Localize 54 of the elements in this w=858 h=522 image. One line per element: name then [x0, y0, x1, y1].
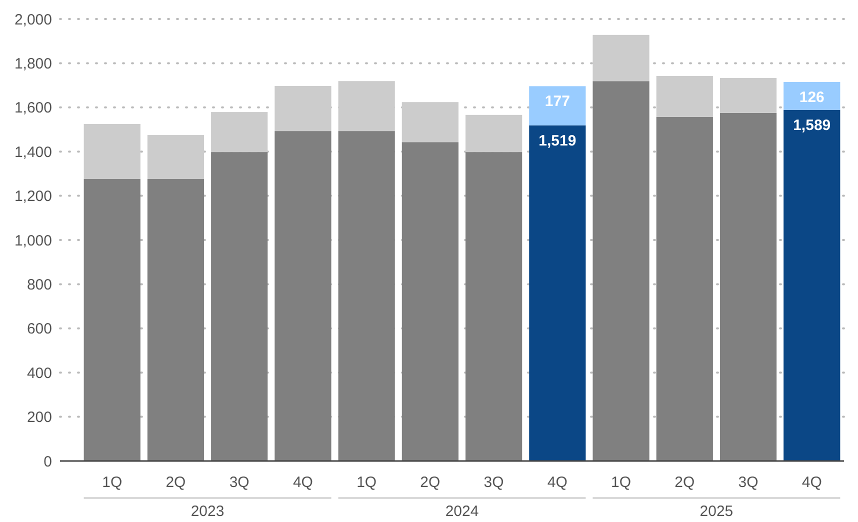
y-tick-label: 1,400	[14, 144, 52, 161]
bar	[147, 135, 204, 180]
bar	[211, 152, 268, 461]
bar	[402, 142, 458, 461]
bar	[466, 152, 522, 461]
x-tick-label: 2Q	[674, 474, 695, 491]
y-tick-label: 1,600	[14, 100, 52, 117]
data-label: 1,519	[538, 132, 576, 150]
bar	[656, 76, 713, 117]
y-tick-label: 1,000	[14, 232, 52, 250]
bar	[720, 112, 777, 461]
bar	[784, 82, 840, 110]
y-tick-label: 200	[26, 409, 52, 426]
bar	[274, 131, 332, 461]
bar	[338, 81, 395, 132]
bar	[592, 81, 650, 461]
text: 2025	[700, 503, 734, 520]
x-tick-label: 4Q	[547, 474, 568, 491]
bar	[402, 102, 458, 142]
data-label: 177	[544, 93, 570, 110]
bar	[211, 112, 268, 152]
bar	[656, 116, 713, 461]
x-tick-label: 2Q	[166, 474, 186, 491]
bar	[529, 125, 586, 461]
x-tick-label: 3Q	[484, 474, 504, 491]
x-tick-label: 1Q	[102, 474, 122, 491]
bar	[466, 114, 522, 152]
y-tick-label: 400	[26, 364, 52, 382]
bar	[147, 179, 204, 461]
data-label: 1,589	[793, 116, 831, 134]
y-tick-label: 600	[26, 320, 52, 338]
bar	[338, 131, 395, 461]
bar	[720, 78, 777, 113]
y-tick-label: 1,200	[14, 188, 52, 206]
bar	[84, 124, 140, 180]
x-tick-label: 4Q	[292, 474, 313, 491]
y-tick-label: 2,000	[14, 11, 52, 28]
y-tick-label: 0	[44, 453, 52, 470]
x-tick-label: 3Q	[738, 474, 758, 491]
bar	[529, 86, 586, 126]
data-label: 126	[799, 88, 824, 106]
x-tick-label: 1Q	[356, 474, 377, 491]
y-tick-label: 800	[26, 276, 52, 294]
x-tick-label: 1Q	[611, 474, 632, 491]
bar	[274, 86, 332, 132]
text: 2024	[445, 503, 479, 520]
bar	[592, 34, 650, 82]
bar	[784, 110, 840, 461]
y-tick-label: 1,800	[14, 55, 52, 72]
x-tick-label: 3Q	[229, 474, 250, 491]
text: 2023	[190, 503, 224, 520]
x-tick-label: 2Q	[420, 474, 440, 491]
x-tick-label: 4Q	[802, 474, 822, 491]
bar	[84, 179, 140, 461]
